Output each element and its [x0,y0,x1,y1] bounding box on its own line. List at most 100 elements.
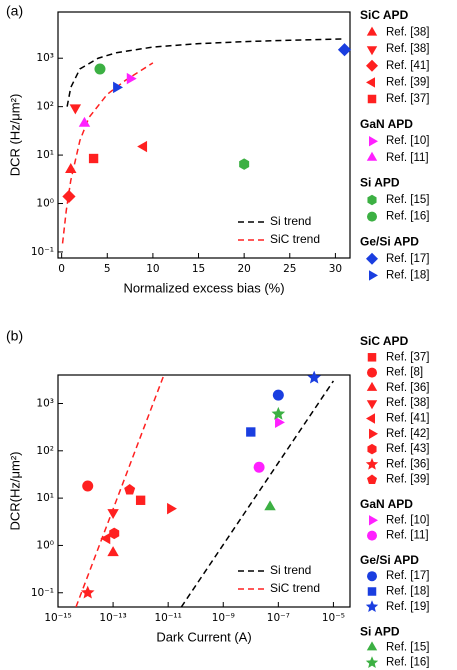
x-tick-label: 10 [146,263,159,275]
legend-marker [367,530,377,541]
legend-label: Ref. [41] [386,60,429,72]
y-tick-label: 10⁻¹ [31,587,54,599]
data-point [88,153,99,164]
x-tick-label: 10⁻⁵ [322,612,345,624]
legend-label: SiC trend [270,232,320,246]
data-point [94,63,106,75]
plot-frame [57,11,351,259]
x-tick-label: 10⁻¹⁵ [44,612,71,624]
data-point [275,416,285,429]
x-axis-label: Dark Current (A) [156,629,251,644]
data-point [135,495,146,505]
legend-group-title: SiC APD [360,8,409,22]
trend-line [75,375,165,607]
data-point [107,546,119,557]
trend-line [61,62,154,244]
data-point [126,72,137,85]
legend-label: Si trend [270,214,311,228]
data-point [107,509,119,519]
legend-marker [366,641,378,651]
legend-marker [369,428,378,439]
data-point [239,158,250,170]
legend-marker [366,46,378,56]
legend-label: Ref. [18] [386,586,429,598]
legend-label: Ref. [17] [386,253,429,265]
legend-group-title: GaN APD [360,117,413,131]
x-tick-label: 15 [192,263,205,275]
legend-marker [366,413,375,424]
y-tick-label: 10³ [36,397,54,409]
legend-marker [369,136,378,147]
legend-marker [367,367,377,378]
legend-marker [367,194,377,206]
legend-label: Ref. [18] [386,269,429,281]
legend-group-title: SiC APD [360,334,409,348]
data-point [167,502,177,515]
panel-label: (b) [6,328,23,344]
legend-marker [365,457,379,470]
x-tick-label: 10⁻¹³ [99,612,126,624]
data-point [100,532,111,545]
legend-label: Ref. [38] [386,397,429,409]
legend-label: Ref. [15] [386,641,429,653]
legend-label: Ref. [36] [386,458,429,470]
y-axis-label: DCR (Hz/μm²) [7,94,22,177]
legend-marker [365,656,379,668]
x-tick-label: 0 [58,263,65,275]
y-tick-label: 10² [36,101,54,113]
legend-group-title: GaN APD [360,497,413,511]
data-point [253,461,265,473]
trend-line [180,380,335,607]
legend-label: Ref. [36] [386,382,429,394]
y-tick-label: 10⁰ [36,539,54,551]
legend-label: SiC trend [270,581,320,595]
legend-label: Ref. [37] [386,93,429,105]
x-tick-label: 30 [329,263,342,275]
legend-group-title: Ge/Si APD [360,234,419,248]
legend-marker [369,515,378,526]
data-point [109,527,120,540]
data-point [82,480,94,492]
legend-marker [367,211,377,222]
legend-label: Ref. [15] [386,194,429,206]
legend-label: Ref. [16] [386,211,429,223]
legend-label: Ref. [17] [386,570,429,582]
legend-group-title: Si APD [360,176,400,190]
x-tick-label: 10⁻⁷ [267,612,290,624]
data-point [337,43,352,57]
legend-marker [367,353,377,362]
legend-marker [367,474,377,484]
legend-label: Ref. [38] [386,43,429,55]
legend-marker [366,400,378,410]
x-tick-label: 20 [237,263,250,275]
data-point [80,585,95,599]
legend-label: Ref. [42] [386,428,429,440]
legend-marker [367,587,377,596]
legend-marker [367,94,377,104]
legend-group-title: Si APD [360,624,400,638]
data-point [113,81,123,94]
legend-label: Ref. [39] [386,474,429,486]
trend-line [66,38,345,107]
legend-label: Ref. [39] [386,76,429,88]
data-point [137,140,148,153]
data-point [272,389,284,401]
x-axis-label: Normalized excess bias (%) [123,280,284,295]
data-point [307,370,321,384]
legend-label: Ref. [38] [386,27,429,39]
legend-marker [367,443,377,455]
legend-marker [366,26,378,36]
legend-label: Ref. [8] [386,367,423,379]
y-tick-label: 10³ [36,52,54,64]
legend-label: Ref. [10] [386,135,429,147]
legend-label: Ref. [19] [386,601,429,613]
y-tick-label: 10¹ [36,149,54,161]
y-tick-label: 10² [36,445,54,457]
legend-label: Ref. [16] [386,657,429,669]
panel-label: (a) [6,3,23,19]
x-tick-label: 10⁻¹¹ [155,612,182,624]
y-tick-label: 10⁰ [36,198,54,210]
legend-marker [367,571,377,582]
legend-label: Ref. [11] [386,152,429,164]
legend-marker [366,59,378,72]
